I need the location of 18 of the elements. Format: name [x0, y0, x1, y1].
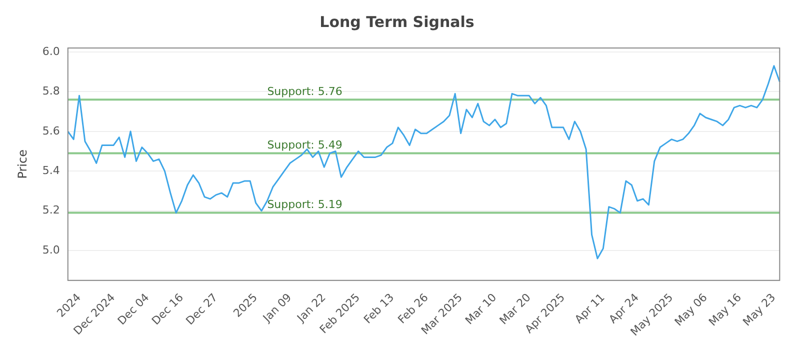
y-tick-label: 6.0 [42, 44, 60, 58]
y-tick-label: 5.8 [42, 84, 60, 98]
ref-line-label: Support: 5.49 [267, 138, 342, 152]
y-axis-title: Price [15, 150, 30, 179]
x-tick-label: Jan 09 [260, 290, 294, 326]
ref-line-label: Support: 5.19 [267, 198, 342, 212]
x-tick-label: Apr 11 [572, 290, 608, 326]
x-tick-label: Dec 04 [115, 290, 152, 328]
y-tick-label: 5.6 [42, 124, 60, 138]
x-tick-label: Dec 16 [149, 290, 186, 328]
x-tick-label: Mar 10 [462, 290, 500, 328]
y-tick-label: 5.0 [42, 243, 60, 256]
x-tick-label: Feb 13 [361, 290, 397, 326]
y-tick-label: 5.2 [42, 204, 60, 217]
x-tick-label: Dec 27 [183, 290, 220, 328]
y-tick-label: 5.4 [42, 164, 60, 177]
chart-title: Long Term Signals [320, 12, 474, 31]
ref-line-label: Support: 5.76 [267, 84, 342, 98]
